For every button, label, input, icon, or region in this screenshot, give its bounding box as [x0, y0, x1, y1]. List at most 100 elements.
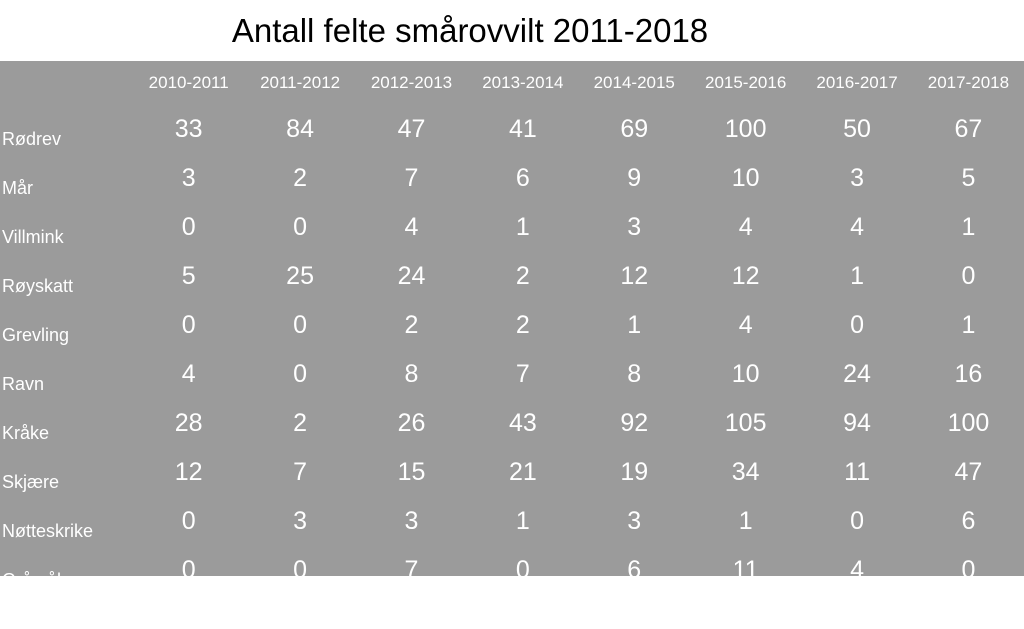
column-header: 2010-2011: [148, 73, 229, 92]
table-row: Mår 3 2 7 6 9 10 3 5: [0, 154, 1024, 203]
table-cell: 2: [293, 164, 308, 192]
table-cell: 28: [174, 409, 203, 437]
sum-cell: 60880,00: [718, 604, 773, 620]
table-cell: 8: [404, 360, 419, 388]
table-cell: 3: [627, 213, 642, 241]
table-cell: 4: [404, 213, 419, 241]
column-header: 2016-2017: [816, 73, 898, 92]
table-cell: 2: [404, 311, 419, 339]
sum-cell: 32490,00: [272, 604, 328, 620]
column-header: 2013-2014: [482, 73, 564, 92]
table-cell: 100: [724, 115, 767, 143]
table-cell: 0: [961, 262, 976, 290]
table-cell: 67: [954, 115, 983, 143]
table-cell: 6: [961, 507, 976, 535]
row-label: Ravn: [2, 374, 45, 394]
sum-cell: 20690,00: [384, 604, 439, 620]
table-cell: 4: [738, 213, 753, 241]
table-cell: 0: [293, 213, 308, 241]
table-cell: 1: [515, 507, 530, 535]
header-row: 2010-2011 2011-2012 2012-2013 2013-2014 …: [0, 61, 1024, 105]
table-cell: 9: [627, 164, 642, 192]
column-header-corner: [0, 61, 133, 105]
table-cell: 0: [850, 507, 864, 535]
table-cell: 33: [174, 115, 203, 143]
table-row: Ravn 4 0 8 7 8 10 24 16: [0, 350, 1024, 399]
table-cell: 1: [961, 213, 976, 241]
table-cell: 7: [515, 360, 530, 388]
table-row: Gråmåke 0 0 7 0 6 11 4 0: [0, 546, 1024, 595]
table-cell: 50: [843, 115, 871, 143]
table-cell: 0: [515, 556, 530, 584]
table-cell: 0: [850, 311, 864, 339]
table-cell: 16: [954, 360, 983, 388]
sum-cell: 32310,00: [829, 604, 885, 620]
table-cell: 2: [293, 409, 308, 437]
table-row: Rødrev 33 84 47 41 69 100 50 67: [0, 105, 1024, 154]
table-cell: 21: [508, 458, 537, 486]
table-cell: 0: [293, 360, 308, 388]
row-label: Skjære: [2, 472, 60, 492]
table-cell: 2: [515, 262, 530, 290]
table-cell: 0: [293, 556, 308, 584]
sum-cell: 12680,00: [161, 604, 216, 620]
table-cell: 94: [843, 409, 871, 437]
table-cell: 3: [293, 507, 308, 535]
sum-cell: 41290,00: [941, 604, 996, 620]
table-cell: 0: [181, 507, 196, 535]
table-cell: 0: [961, 556, 976, 584]
table-cell: 34: [731, 458, 760, 486]
row-label: Villmink: [2, 227, 64, 247]
sum-cell: 46420,00: [607, 604, 662, 620]
table-cell: 41: [508, 115, 537, 143]
table-cell: 1: [961, 311, 976, 339]
table-cell: 4: [850, 213, 864, 241]
table-cell: 4: [850, 556, 864, 584]
table-row: Røyskatt 5 25 24 2 12 12 1 0: [0, 252, 1024, 301]
table-cell: 26: [397, 409, 426, 437]
table-cell: 5: [181, 262, 196, 290]
table-cell: 24: [843, 360, 871, 388]
table-cell: 19: [620, 458, 649, 486]
table-cell: 0: [181, 556, 196, 584]
table-row: Villmink 0 0 4 1 3 4 4 1: [0, 203, 1024, 252]
table-cell: 47: [954, 458, 983, 486]
table-row: Skjære 12 7 15 21 19 34 11 47: [0, 448, 1024, 497]
table-cell: 3: [850, 164, 864, 192]
column-header: 2012-2013: [370, 73, 453, 92]
table-row: Grevling 0 0 2 2 1 4 0 1: [0, 301, 1024, 350]
table-cell: 3: [627, 507, 642, 535]
table-cell: 47: [397, 115, 426, 143]
table-cell: 6: [515, 164, 530, 192]
table-cell: 12: [174, 458, 203, 486]
table-cell: 3: [181, 164, 196, 192]
table-cell: 11: [844, 458, 871, 486]
row-label: Røyskatt: [2, 276, 74, 296]
column-header: 2014-2015: [593, 73, 675, 92]
row-label: Kråke: [2, 423, 50, 443]
table-cell: 24: [397, 262, 426, 290]
table-cell: 5: [961, 164, 976, 192]
table-cell: 6: [627, 556, 642, 584]
row-label: Nøtteskrike: [2, 521, 94, 541]
table-cell: 1: [738, 507, 753, 535]
table-cell: 1: [850, 262, 864, 290]
table-cell: 105: [724, 409, 767, 437]
data-table: 2010-2011 2011-2012 2012-2013 2013-2014 …: [0, 61, 1024, 629]
table-cell: 10: [731, 360, 760, 388]
column-header: 2015-2016: [704, 73, 787, 92]
table-panel: 2010-2011 2011-2012 2012-2013 2013-2014 …: [0, 61, 1024, 621]
table-cell: 7: [404, 164, 419, 192]
table-cell: 11: [732, 556, 759, 584]
table-cell: 15: [397, 458, 426, 486]
table-cell: 43: [508, 409, 537, 437]
table-cell: 7: [404, 556, 419, 584]
table-cell: 0: [293, 311, 308, 339]
table-cell: 4: [738, 311, 753, 339]
page-title: Antall felte smårovvilt 2011-2018: [231, 12, 709, 49]
column-header: 2017-2018: [927, 73, 1010, 92]
table-cell: 3: [404, 507, 419, 535]
table-cell: 8: [627, 360, 642, 388]
column-header: 2011-2012: [260, 73, 341, 92]
table-cell: 69: [620, 115, 649, 143]
